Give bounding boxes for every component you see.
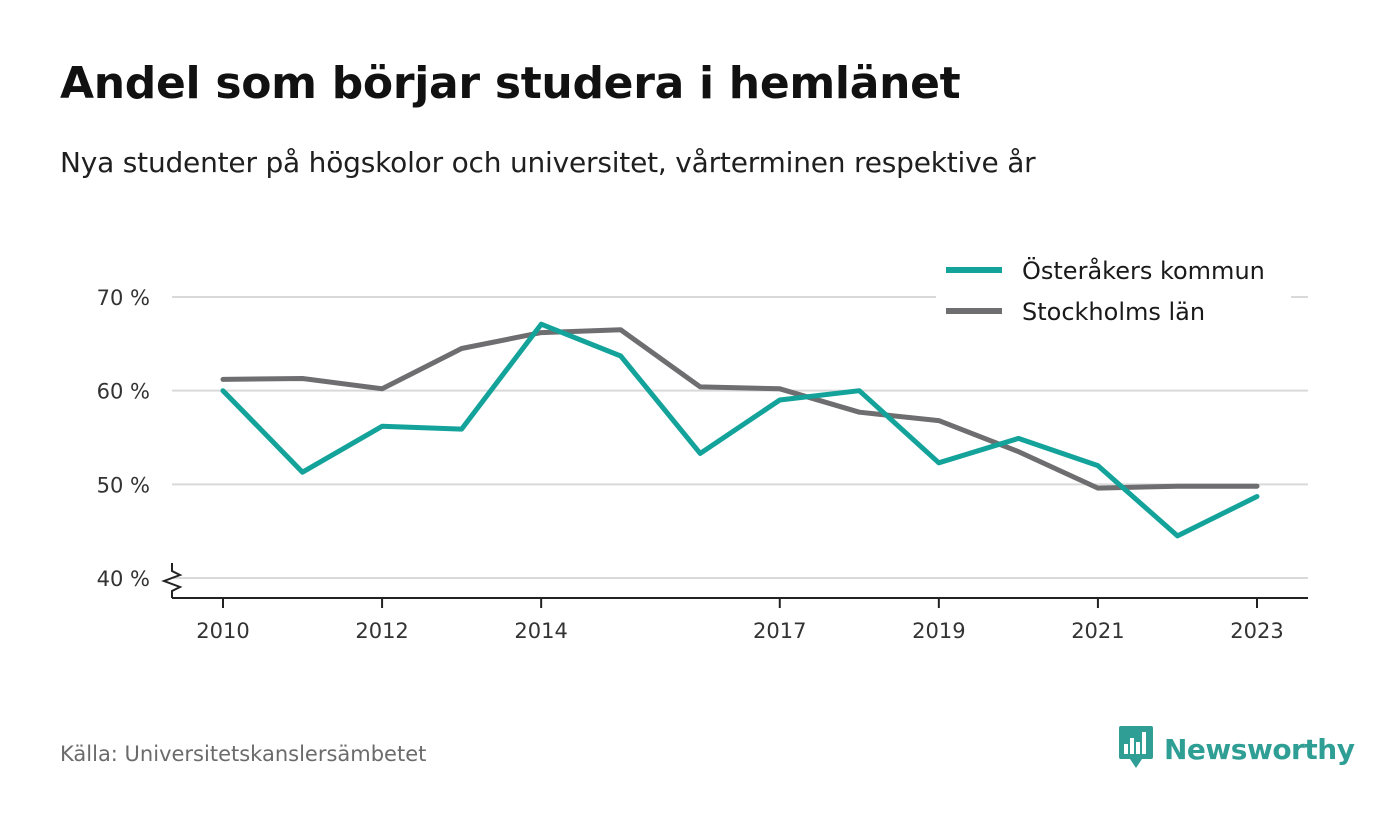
logo-text: Newsworthy <box>1164 732 1355 766</box>
x-tick-label: 2019 <box>912 619 965 643</box>
chart-title: Andel som börjar studera i hemlänet <box>60 58 961 109</box>
gridlines <box>172 296 1308 579</box>
chart-subtitle: Nya studenter på högskolor och universit… <box>60 146 1036 179</box>
axes: 40 % 50 % 60 % 70 % 2010 2012 2014 2017 2019 2021… <box>97 286 1308 643</box>
y-tick-label: 70 % <box>97 286 150 310</box>
source-note: Källa: Universitetskanslersämbetet <box>60 742 427 766</box>
legend-background <box>936 247 1291 337</box>
x-tick-label: 2010 <box>196 619 249 643</box>
series-lines <box>220 321 1260 539</box>
x-tick-label: 2014 <box>514 619 567 643</box>
newsworthy-chart-bubble-icon <box>1118 724 1154 774</box>
y-tick-label: 50 % <box>97 473 150 497</box>
x-tick-label: 2017 <box>753 619 806 643</box>
y-tick-label: 40 % <box>97 567 150 591</box>
x-tick-label: 2021 <box>1071 619 1124 643</box>
legend-label: Stockholms län <box>1022 298 1205 326</box>
x-tick-label: 2012 <box>355 619 408 643</box>
y-axis-break <box>161 563 183 598</box>
series-line-stockholm <box>220 327 1260 491</box>
legend-label: Österåkers kommun <box>1022 256 1265 285</box>
legend: Österåkers kommun Stockholms län <box>936 247 1291 337</box>
x-tick-label: 2023 <box>1230 619 1283 643</box>
y-tick-label: 60 % <box>97 380 150 404</box>
series-line-osteraker <box>220 321 1260 539</box>
newsworthy-logo: Newsworthy <box>1118 724 1355 774</box>
